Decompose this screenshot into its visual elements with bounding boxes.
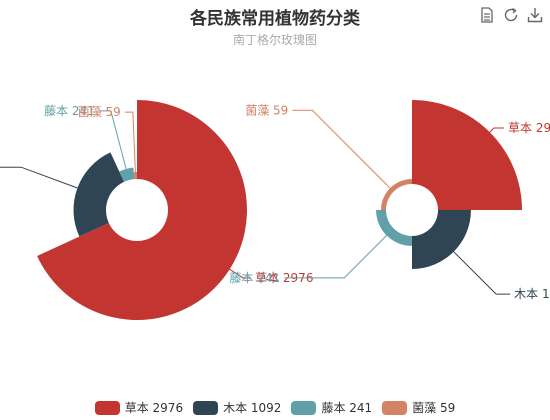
leader-line	[453, 251, 511, 295]
slice-label: 菌藻 59	[245, 103, 288, 117]
toolbox	[478, 6, 544, 24]
rose-chart-area: 草本 2976 木本 1092 藤本 241 菌藻 59	[229, 100, 550, 301]
rose-slice[interactable]	[412, 100, 522, 210]
rose-slice[interactable]	[376, 210, 412, 246]
slice-label: 菌藻 59	[78, 105, 121, 119]
slice-label: 藤本 241	[229, 271, 280, 285]
legend-label: 藤本 241	[321, 401, 373, 415]
legend: 草本 2976 木本 1092 藤本 241 菌藻 59	[0, 399, 550, 416]
legend-label: 木本 1092	[223, 401, 282, 415]
legend-item[interactable]: 木本 1092	[193, 399, 281, 416]
legend-item[interactable]: 藤本 241	[291, 399, 372, 416]
data-view-icon[interactable]	[478, 6, 496, 24]
rose-slice[interactable]	[381, 179, 412, 210]
slice-label: 草本 2976	[508, 121, 550, 135]
chart-subtitle: 南丁格尔玫瑰图	[232, 33, 317, 47]
chart-title: 各民族常用植物药分类	[190, 9, 360, 29]
legend-swatch	[94, 400, 120, 415]
leader-line	[229, 268, 252, 279]
leader-line	[284, 235, 387, 279]
rose-slice[interactable]	[37, 100, 248, 320]
leader-line	[98, 110, 127, 170]
legend-swatch	[193, 400, 219, 415]
legend-label: 菌藻 59	[412, 401, 456, 415]
leader-line	[124, 111, 136, 173]
legend-swatch	[382, 400, 408, 415]
slice-label: 木本 1092	[514, 287, 550, 301]
legend-item[interactable]: 草本 2976	[94, 399, 184, 416]
legend-label: 草本 2976	[124, 401, 184, 415]
leader-line	[489, 127, 505, 133]
leader-line	[292, 109, 391, 189]
leader-line	[0, 166, 78, 189]
slice-label: 藤本 241	[44, 104, 95, 118]
rose-slice[interactable]	[73, 152, 125, 237]
legend-swatch	[291, 400, 317, 415]
rose-slice[interactable]	[412, 210, 471, 269]
legend-item[interactable]: 菌藻 59	[382, 399, 455, 416]
rose-slice[interactable]	[119, 167, 135, 182]
refresh-icon[interactable]	[502, 6, 520, 24]
download-icon[interactable]	[526, 6, 544, 24]
rose-slice[interactable]	[133, 172, 137, 180]
